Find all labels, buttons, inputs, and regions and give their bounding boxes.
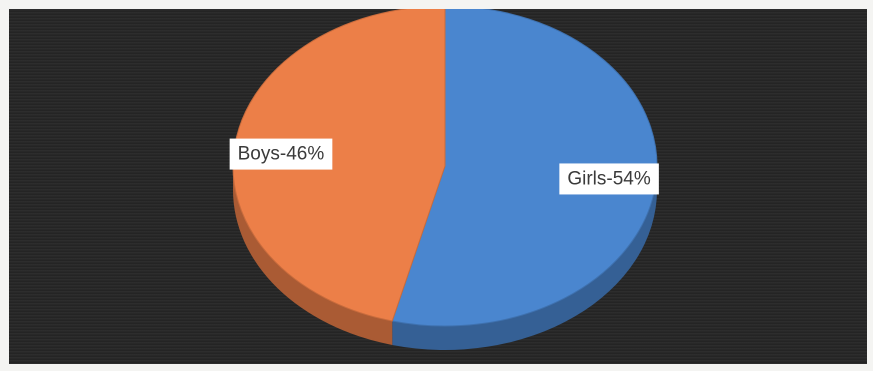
pie-side-boys bbox=[233, 166, 393, 345]
data-label-girls: Girls-54% bbox=[559, 163, 659, 195]
data-label-text-boys: Boys-46% bbox=[238, 144, 325, 165]
data-label-box-boys bbox=[229, 138, 333, 170]
chart-area: Girls-54% Boys-46% bbox=[9, 9, 867, 364]
pie-chart: Girls-54% Boys-46% bbox=[229, 9, 659, 350]
pie-side-girls bbox=[392, 166, 657, 350]
data-label-text-girls: Girls-54% bbox=[567, 168, 651, 189]
data-label-box-girls bbox=[559, 163, 659, 195]
pie-labels: Girls-54% Boys-46% bbox=[229, 138, 659, 195]
pie-sides bbox=[233, 166, 657, 350]
pie-tops bbox=[232, 9, 658, 327]
data-label-boys: Boys-46% bbox=[229, 138, 333, 170]
